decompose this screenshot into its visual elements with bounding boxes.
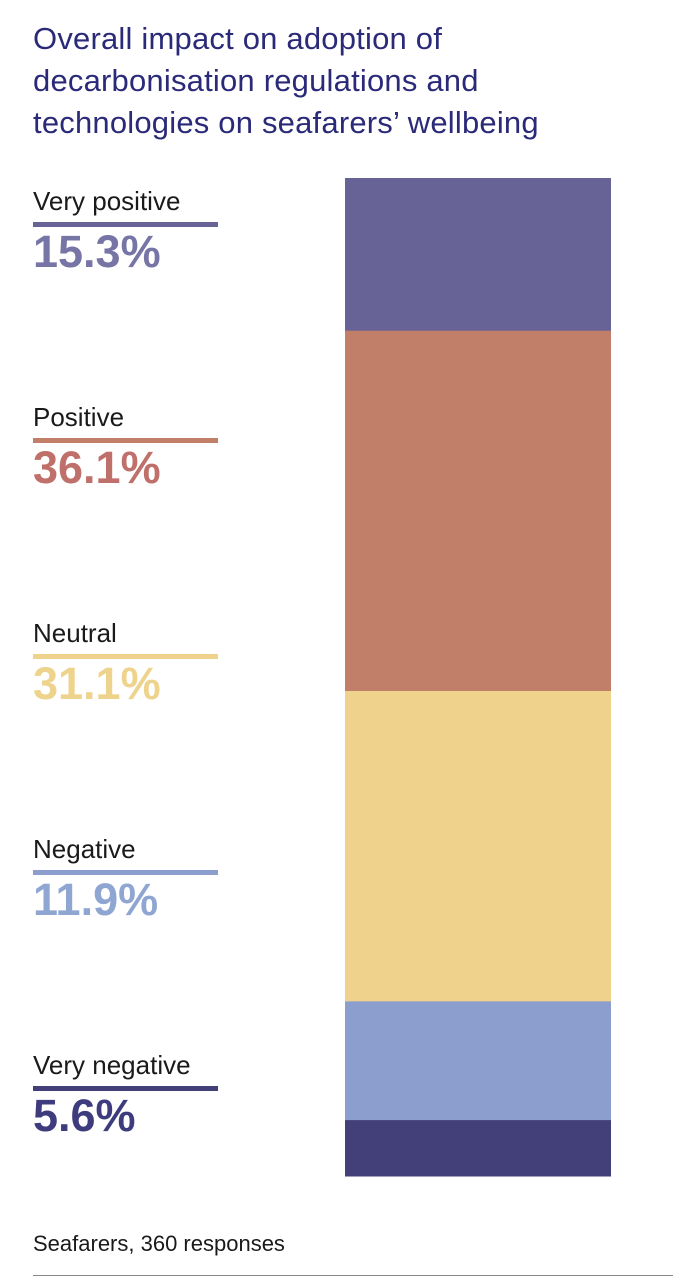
legend-item-neutral: Neutral 31.1% <box>33 618 223 709</box>
legend-rule-very-negative <box>33 1086 218 1091</box>
chart-title: Overall impact on adoption of decarbonis… <box>33 18 673 144</box>
value-label-very-negative: 5.6% <box>33 1090 136 1141</box>
value-label-negative: 11.9% <box>33 874 159 925</box>
value-label-very-positive: 15.3% <box>33 226 161 277</box>
legend-item-very-negative: Very negative 5.6% <box>33 1050 223 1141</box>
chart-title-line-2: decarbonisation regulations and <box>33 63 479 98</box>
legend-item-positive: Positive 36.1% <box>33 402 223 493</box>
legend-label-very-positive: Very positive <box>33 186 181 216</box>
legend-item-negative: Negative 11.9% <box>33 834 223 925</box>
chart-title-line-1: Overall impact on adoption of <box>33 21 443 56</box>
legend-label-negative: Negative <box>33 834 136 864</box>
legend-label-very-negative: Very negative <box>33 1050 191 1080</box>
chart-title-line-3: technologies on seafarers’ wellbeing <box>33 105 539 140</box>
legend-rule-neutral <box>33 654 218 659</box>
bar-segment-neutral <box>345 690 611 1002</box>
bar-segment-positive <box>345 330 611 692</box>
legend-rule-negative <box>33 870 218 875</box>
legend-label-neutral: Neutral <box>33 618 117 648</box>
legend-item-very-positive: Very positive 15.3% <box>33 186 223 277</box>
legend-rule-very-positive <box>33 222 218 227</box>
bar-segment-very-positive <box>345 178 611 332</box>
bar-segment-negative <box>345 1001 611 1121</box>
bar-segment-very-negative <box>345 1120 611 1177</box>
footnote: Seafarers, 360 responses <box>33 1231 285 1256</box>
bottom-divider <box>33 1275 673 1276</box>
value-label-neutral: 31.1% <box>33 658 161 709</box>
legend-label-positive: Positive <box>33 402 125 432</box>
value-label-positive: 36.1% <box>33 442 161 493</box>
legend-rule-positive <box>33 438 218 443</box>
